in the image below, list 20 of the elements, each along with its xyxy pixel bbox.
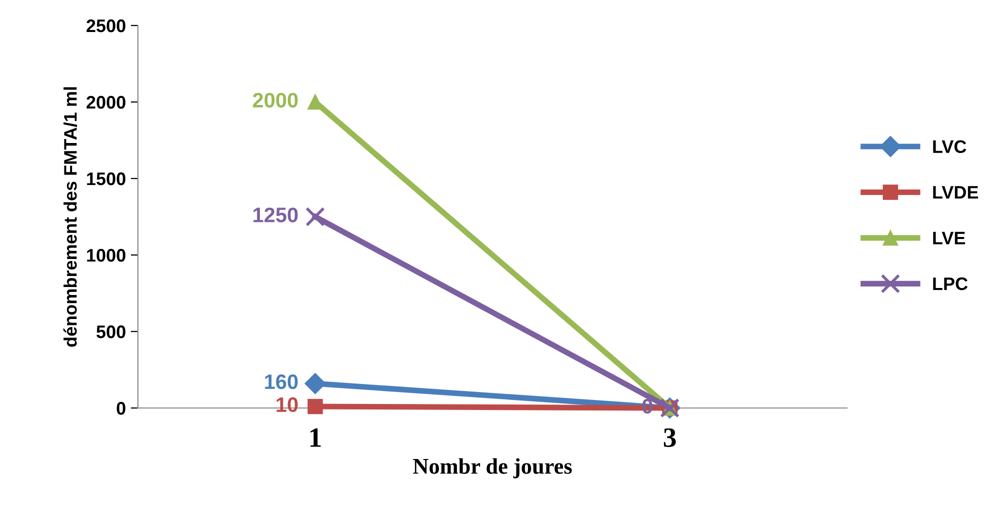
legend-label: LVDE	[933, 186, 978, 199]
y-tick-label: 2000	[86, 96, 126, 109]
x-tick-label: 1	[310, 428, 321, 447]
x-tick-label: 3	[664, 428, 676, 447]
y-axis-title: dénombrement des FMTA/1 ml	[63, 87, 77, 347]
data-label: 2000	[252, 92, 298, 108]
data-label: 160	[265, 374, 298, 390]
legend-label: LPC	[933, 277, 968, 290]
y-tick-label: 0	[116, 402, 126, 415]
y-tick-label: 1000	[87, 248, 126, 262]
x-axis-title: Nombr de joures	[413, 458, 572, 478]
legend-label: LVE	[933, 232, 966, 244]
data-label: 1250	[254, 208, 298, 222]
legend-label: LVC	[933, 140, 966, 154]
point	[304, 373, 326, 394]
point	[308, 398, 323, 414]
y-tick-label: 1500	[87, 172, 126, 186]
y-tick-label: 2500	[86, 19, 126, 32]
point	[305, 207, 325, 226]
y-tick-label: 500	[96, 325, 126, 338]
